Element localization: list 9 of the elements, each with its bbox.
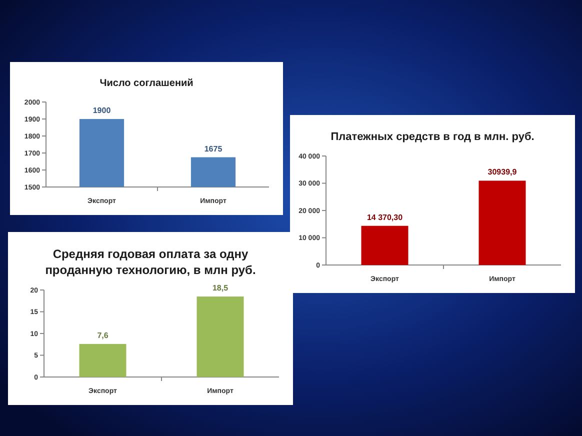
data-label: 1900 [92, 106, 112, 115]
data-label: 1675 [204, 144, 223, 154]
chart-title: Средняя годовая оплата за одну проданную технологию, в млн руб. [45, 247, 256, 277]
chart-title: Платежных средств в год в млн. руб. [330, 131, 534, 143]
chart-title: Число соглашений [100, 78, 194, 89]
data-label: 30939,9 [488, 168, 518, 177]
data-label: 18,5 [212, 284, 229, 293]
data-label: 14 370,30 [366, 212, 404, 222]
data-label: 7,6 [97, 330, 109, 340]
